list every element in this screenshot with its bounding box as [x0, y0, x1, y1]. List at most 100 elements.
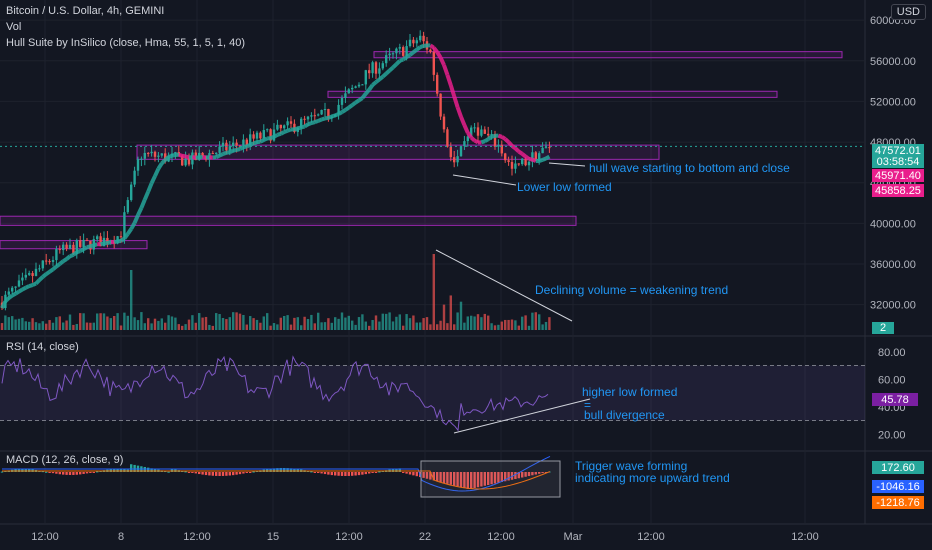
- candle-body: [476, 127, 480, 136]
- volume-bar: [245, 324, 248, 330]
- macd-histogram-bar: [41, 471, 44, 473]
- volume-bar: [198, 313, 201, 330]
- hull-segment: [222, 150, 228, 156]
- hull-segment: [510, 144, 517, 150]
- hull-segment: [160, 158, 167, 165]
- candle-body: [204, 156, 208, 160]
- hull-segment: [86, 244, 91, 250]
- hull-legend[interactable]: Hull Suite by InSilico (close, Hma, 55, …: [6, 37, 246, 49]
- macd-histogram-bar: [453, 472, 456, 486]
- candle-body: [340, 97, 344, 105]
- hull-segment: [317, 117, 323, 123]
- candle-body: [232, 142, 235, 147]
- volume-bar: [439, 320, 442, 330]
- hull-segment: [340, 108, 347, 114]
- currency-button[interactable]: USD: [890, 4, 926, 20]
- volume-bar: [283, 315, 286, 330]
- candle-body: [405, 46, 408, 56]
- macd-histogram-bar: [211, 472, 214, 476]
- volume-bar: [58, 316, 61, 330]
- hull-segment: [226, 150, 231, 155]
- candle-body: [51, 260, 55, 262]
- hull-segment: [136, 206, 144, 216]
- volume-bar: [497, 324, 500, 330]
- macd-histogram-bar: [310, 471, 313, 473]
- candle-body: [21, 277, 24, 281]
- volume-bar: [330, 322, 333, 330]
- macd-histogram-bar: [150, 468, 153, 472]
- candle-body: [211, 153, 214, 155]
- annotation-hull: hull wave starting to bottom and close: [589, 161, 790, 175]
- macd-histogram-bar: [432, 472, 435, 481]
- volume-bar: [347, 315, 350, 330]
- volume-bar: [106, 316, 109, 330]
- hull-segment: [300, 124, 306, 130]
- volume-bar: [459, 301, 463, 330]
- macd-histogram-bar: [215, 472, 218, 476]
- macd-histogram-bar: [130, 464, 133, 472]
- rsi-tick-label: 60.00: [878, 374, 906, 386]
- volume-legend[interactable]: Vol: [6, 21, 22, 33]
- candle-body: [313, 115, 316, 117]
- candle-body: [201, 152, 204, 157]
- volume-bar: [174, 317, 177, 330]
- price-tick-label: 56000.00: [870, 56, 916, 68]
- macd-histogram-bar: [89, 472, 92, 473]
- symbol-title[interactable]: Bitcoin / U.S. Dollar, 4h, GEMINI: [6, 5, 165, 17]
- candle-body: [398, 47, 401, 49]
- volume-bar: [65, 320, 68, 330]
- candle-body: [364, 70, 367, 85]
- time-tick-label: 12:00: [487, 531, 515, 543]
- hull-segment: [14, 289, 21, 296]
- rsi-legend[interactable]: RSI (14, close): [6, 341, 79, 353]
- annotation-lower-low: Lower low formed: [517, 180, 612, 194]
- hull-segment: [149, 175, 157, 185]
- candle-body: [58, 249, 61, 251]
- candle-body: [45, 260, 48, 262]
- volume-bar: [136, 320, 140, 330]
- volume-bar: [232, 312, 235, 330]
- hull-segment: [483, 137, 490, 143]
- hull-segment: [466, 131, 473, 139]
- candle-body: [28, 273, 31, 275]
- hull-segment: [415, 45, 422, 52]
- macd-histogram-bar: [82, 472, 85, 474]
- volume-value: 2: [880, 322, 886, 334]
- time-tick-label: 12:00: [791, 531, 819, 543]
- macd-histogram-bar: [500, 472, 503, 483]
- volume-bar: [466, 316, 469, 330]
- hull-segment: [399, 57, 404, 63]
- macd-histogram-bar: [187, 472, 191, 473]
- macd-histogram-bar: [521, 472, 524, 478]
- candle-body: [269, 129, 272, 141]
- hull-segment: [327, 114, 333, 120]
- candle-body: [463, 141, 466, 147]
- macd-histogram-bar: [293, 468, 296, 472]
- macd-histogram-bar: [504, 472, 507, 482]
- volume-bars: [0, 254, 551, 330]
- candle-body: [351, 87, 354, 90]
- rsi-pane: [0, 355, 865, 432]
- macd-histogram-bar: [0, 471, 4, 473]
- macd-histogram-bar: [232, 472, 235, 476]
- hull-segment: [34, 278, 41, 285]
- resistance-zone: [136, 144, 660, 160]
- candle-body: [395, 48, 398, 54]
- candle-body: [252, 134, 255, 139]
- macd-histogram-bar: [48, 472, 51, 473]
- macd-histogram-bar: [347, 472, 350, 476]
- macd-histogram-bar: [408, 472, 412, 475]
- candle-body: [470, 127, 473, 137]
- candle-body: [119, 236, 123, 238]
- volume-bar: [11, 316, 14, 330]
- volume-bar: [96, 313, 99, 330]
- macd-legend[interactable]: MACD (12, 26, close, 9): [6, 454, 124, 466]
- hull-segment: [55, 262, 61, 269]
- candle-body: [279, 124, 282, 129]
- candle-body: [38, 268, 41, 270]
- hull-segment: [163, 155, 170, 162]
- hull-segment: [58, 259, 65, 266]
- candle-body: [385, 55, 388, 64]
- candle-body: [187, 158, 191, 165]
